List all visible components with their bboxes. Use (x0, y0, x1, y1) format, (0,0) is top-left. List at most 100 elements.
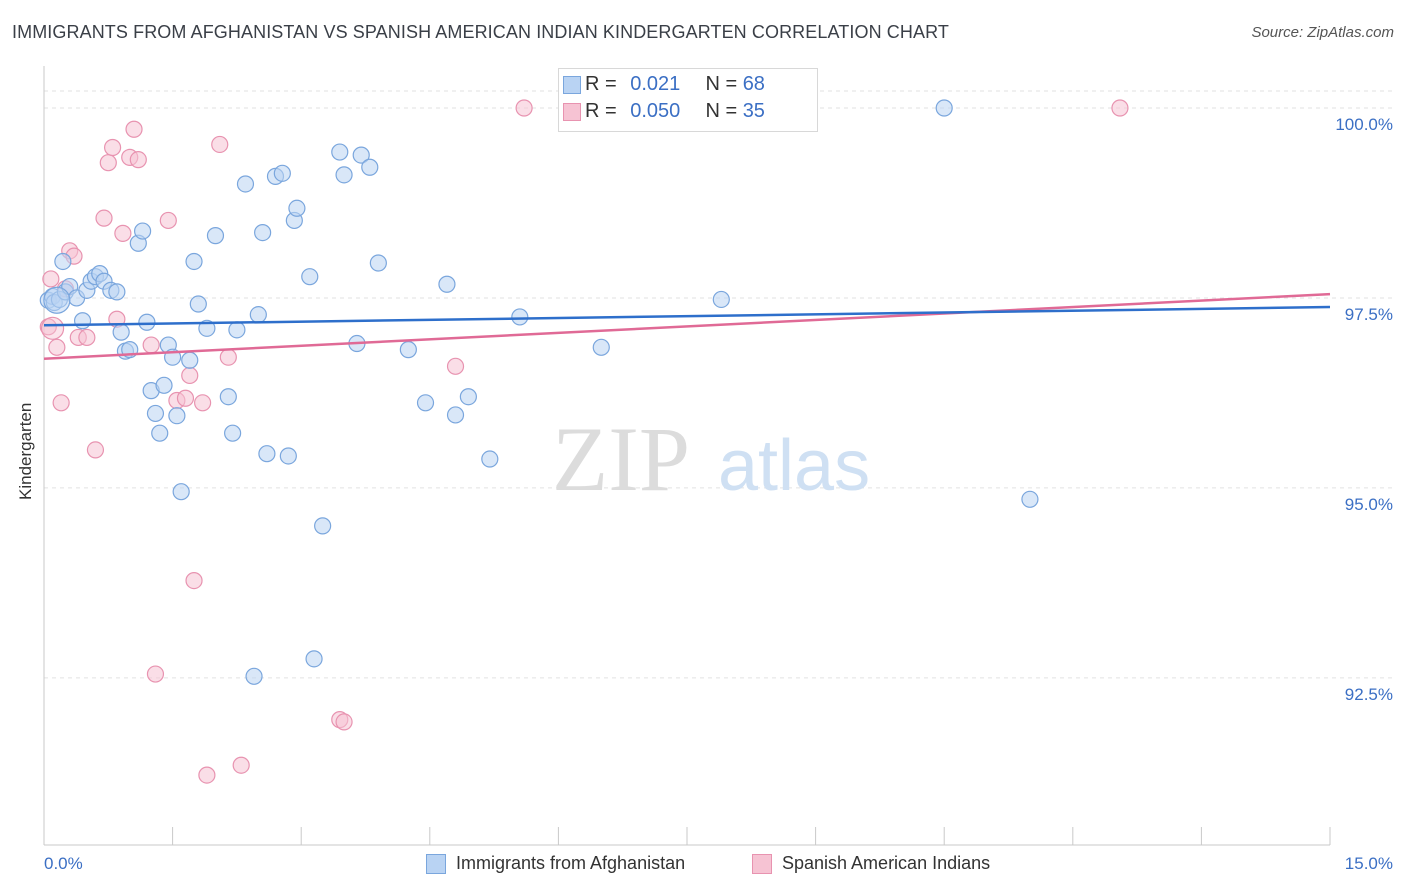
data-point-afghanistan (258, 445, 276, 463)
data-point-afghanistan (108, 283, 126, 301)
data-point-afghanistan (335, 166, 353, 184)
tick-labels: 92.5% 95.0% 97.5% 100.0% 0.0% 15.0% (44, 115, 1393, 873)
n-value: 68 (742, 73, 765, 95)
data-point-afghanistan (181, 351, 199, 369)
trend-lines (43, 292, 1331, 360)
legend-swatch-pink (752, 854, 772, 874)
data-point-afghanistan (712, 290, 730, 309)
n-label: N = (705, 100, 738, 122)
legend-label: Immigrants from Afghanistan (456, 853, 686, 873)
data-point-spanish-american-indians (194, 394, 212, 412)
data-point-afghanistan (73, 312, 92, 330)
data-point-afghanistan (273, 164, 291, 182)
data-point-afghanistan (54, 252, 72, 271)
data-point-spanish-american-indians (185, 571, 203, 590)
data-point-spanish-american-indians (181, 366, 199, 385)
data-point-afghanistan (1021, 490, 1039, 508)
data-point-afghanistan (138, 313, 156, 331)
data-point-afghanistan (369, 254, 387, 272)
data-point-spanish-american-indians (125, 120, 143, 138)
data-point-afghanistan (279, 447, 297, 465)
data-point-spanish-american-indians (103, 138, 122, 157)
data-point-spanish-american-indians (146, 665, 165, 683)
data-point-afghanistan (331, 143, 349, 161)
stats-swatch-blue (563, 76, 581, 94)
x-tick-label-max: 15.0% (1345, 854, 1393, 873)
legend-swatch-blue (426, 854, 446, 874)
y-axis-label: Kindergarten (16, 402, 35, 500)
data-point-afghanistan (198, 319, 216, 337)
data-point-spanish-american-indians (142, 336, 160, 354)
y-tick-label: 97.5% (1345, 305, 1393, 324)
data-point-spanish-american-indians (219, 348, 237, 366)
data-point-spanish-american-indians (335, 713, 353, 731)
data-point-spanish-american-indians (198, 766, 216, 784)
data-point-spanish-american-indians (159, 211, 177, 230)
data-point-spanish-american-indians (42, 270, 60, 288)
data-point-afghanistan (249, 306, 267, 324)
data-point-spanish-american-indians (232, 756, 250, 774)
data-point-afghanistan (112, 323, 130, 341)
data-point-afghanistan (151, 424, 169, 442)
data-point-spanish-american-indians (129, 151, 147, 169)
data-point-afghanistan (146, 404, 165, 423)
n-value: 35 (742, 100, 765, 122)
chart-title: IMMIGRANTS FROM AFGHANISTAN VS SPANISH A… (12, 22, 949, 42)
data-point-spanish-american-indians (1111, 99, 1129, 117)
legend: Immigrants from Afghanistan Spanish Amer… (0, 852, 1406, 878)
data-point-afghanistan-cluster (43, 286, 71, 314)
data-point-afghanistan (511, 308, 529, 326)
series-spanish-american-indians (39, 99, 1129, 784)
data-point-afghanistan (305, 650, 323, 668)
data-point-afghanistan (446, 406, 465, 424)
data-point-afghanistan (219, 388, 237, 406)
data-point-spanish-american-indians (114, 224, 132, 242)
data-point-spanish-american-indians (86, 441, 105, 459)
data-point-spanish-american-indians (446, 357, 465, 375)
stats-box: R = 0.021 N = 68 R = 0.050 N = 35 (558, 68, 818, 132)
data-point-afghanistan (288, 199, 306, 217)
data-point-afghanistan (438, 275, 456, 293)
data-point-afghanistan (172, 483, 190, 501)
data-point-afghanistan (185, 252, 203, 271)
data-point-afghanistan (459, 388, 477, 406)
data-point-afghanistan (254, 223, 272, 242)
axes (43, 66, 1331, 846)
source-label: Source: ZipAtlas.com (1251, 24, 1394, 41)
data-point-afghanistan (228, 321, 246, 339)
trend-line-spanish-american-indians (43, 292, 1331, 360)
stats-swatch-pink (563, 103, 581, 121)
data-point-afghanistan (168, 407, 186, 425)
data-point-spanish-american-indians-cluster (40, 316, 65, 340)
legend-label: Spanish American Indians (782, 853, 991, 873)
x-tick-label-min: 0.0% (44, 854, 83, 873)
data-point-afghanistan (361, 158, 379, 176)
watermark: ZIP atlas (552, 408, 870, 510)
data-point-spanish-american-indians (48, 338, 66, 356)
watermark-zip: ZIP (552, 408, 690, 510)
stats-row-afghanistan: R = 0.021 N = 68 (563, 73, 765, 99)
data-point-spanish-american-indians (78, 328, 96, 347)
data-point-spanish-american-indians (99, 154, 117, 172)
data-point-afghanistan (352, 146, 370, 164)
data-point-afghanistan (224, 424, 242, 442)
stats-row-spanish-american-indians: R = 0.050 N = 35 (563, 100, 765, 126)
y-tick-label: 95.0% (1345, 495, 1393, 514)
data-point-afghanistan (592, 338, 610, 356)
data-point-afghanistan (399, 341, 417, 359)
y-tick-label: 92.5% (1345, 685, 1393, 704)
series-immigrants-from-afghanistan (39, 99, 1039, 685)
data-point-spanish-american-indians (176, 389, 195, 407)
data-point-spanish-american-indians (211, 135, 229, 154)
r-label: R = (585, 100, 617, 122)
data-point-afghanistan (155, 376, 173, 394)
data-point-afghanistan (301, 268, 319, 286)
data-point-afghanistan (236, 175, 255, 193)
data-point-afghanistan (935, 99, 953, 117)
n-label: N = (705, 73, 738, 95)
trend-line-afghanistan (43, 305, 1331, 327)
data-point-spanish-american-indians (95, 209, 113, 227)
data-point-afghanistan (314, 517, 332, 535)
data-point-afghanistan (481, 450, 499, 468)
